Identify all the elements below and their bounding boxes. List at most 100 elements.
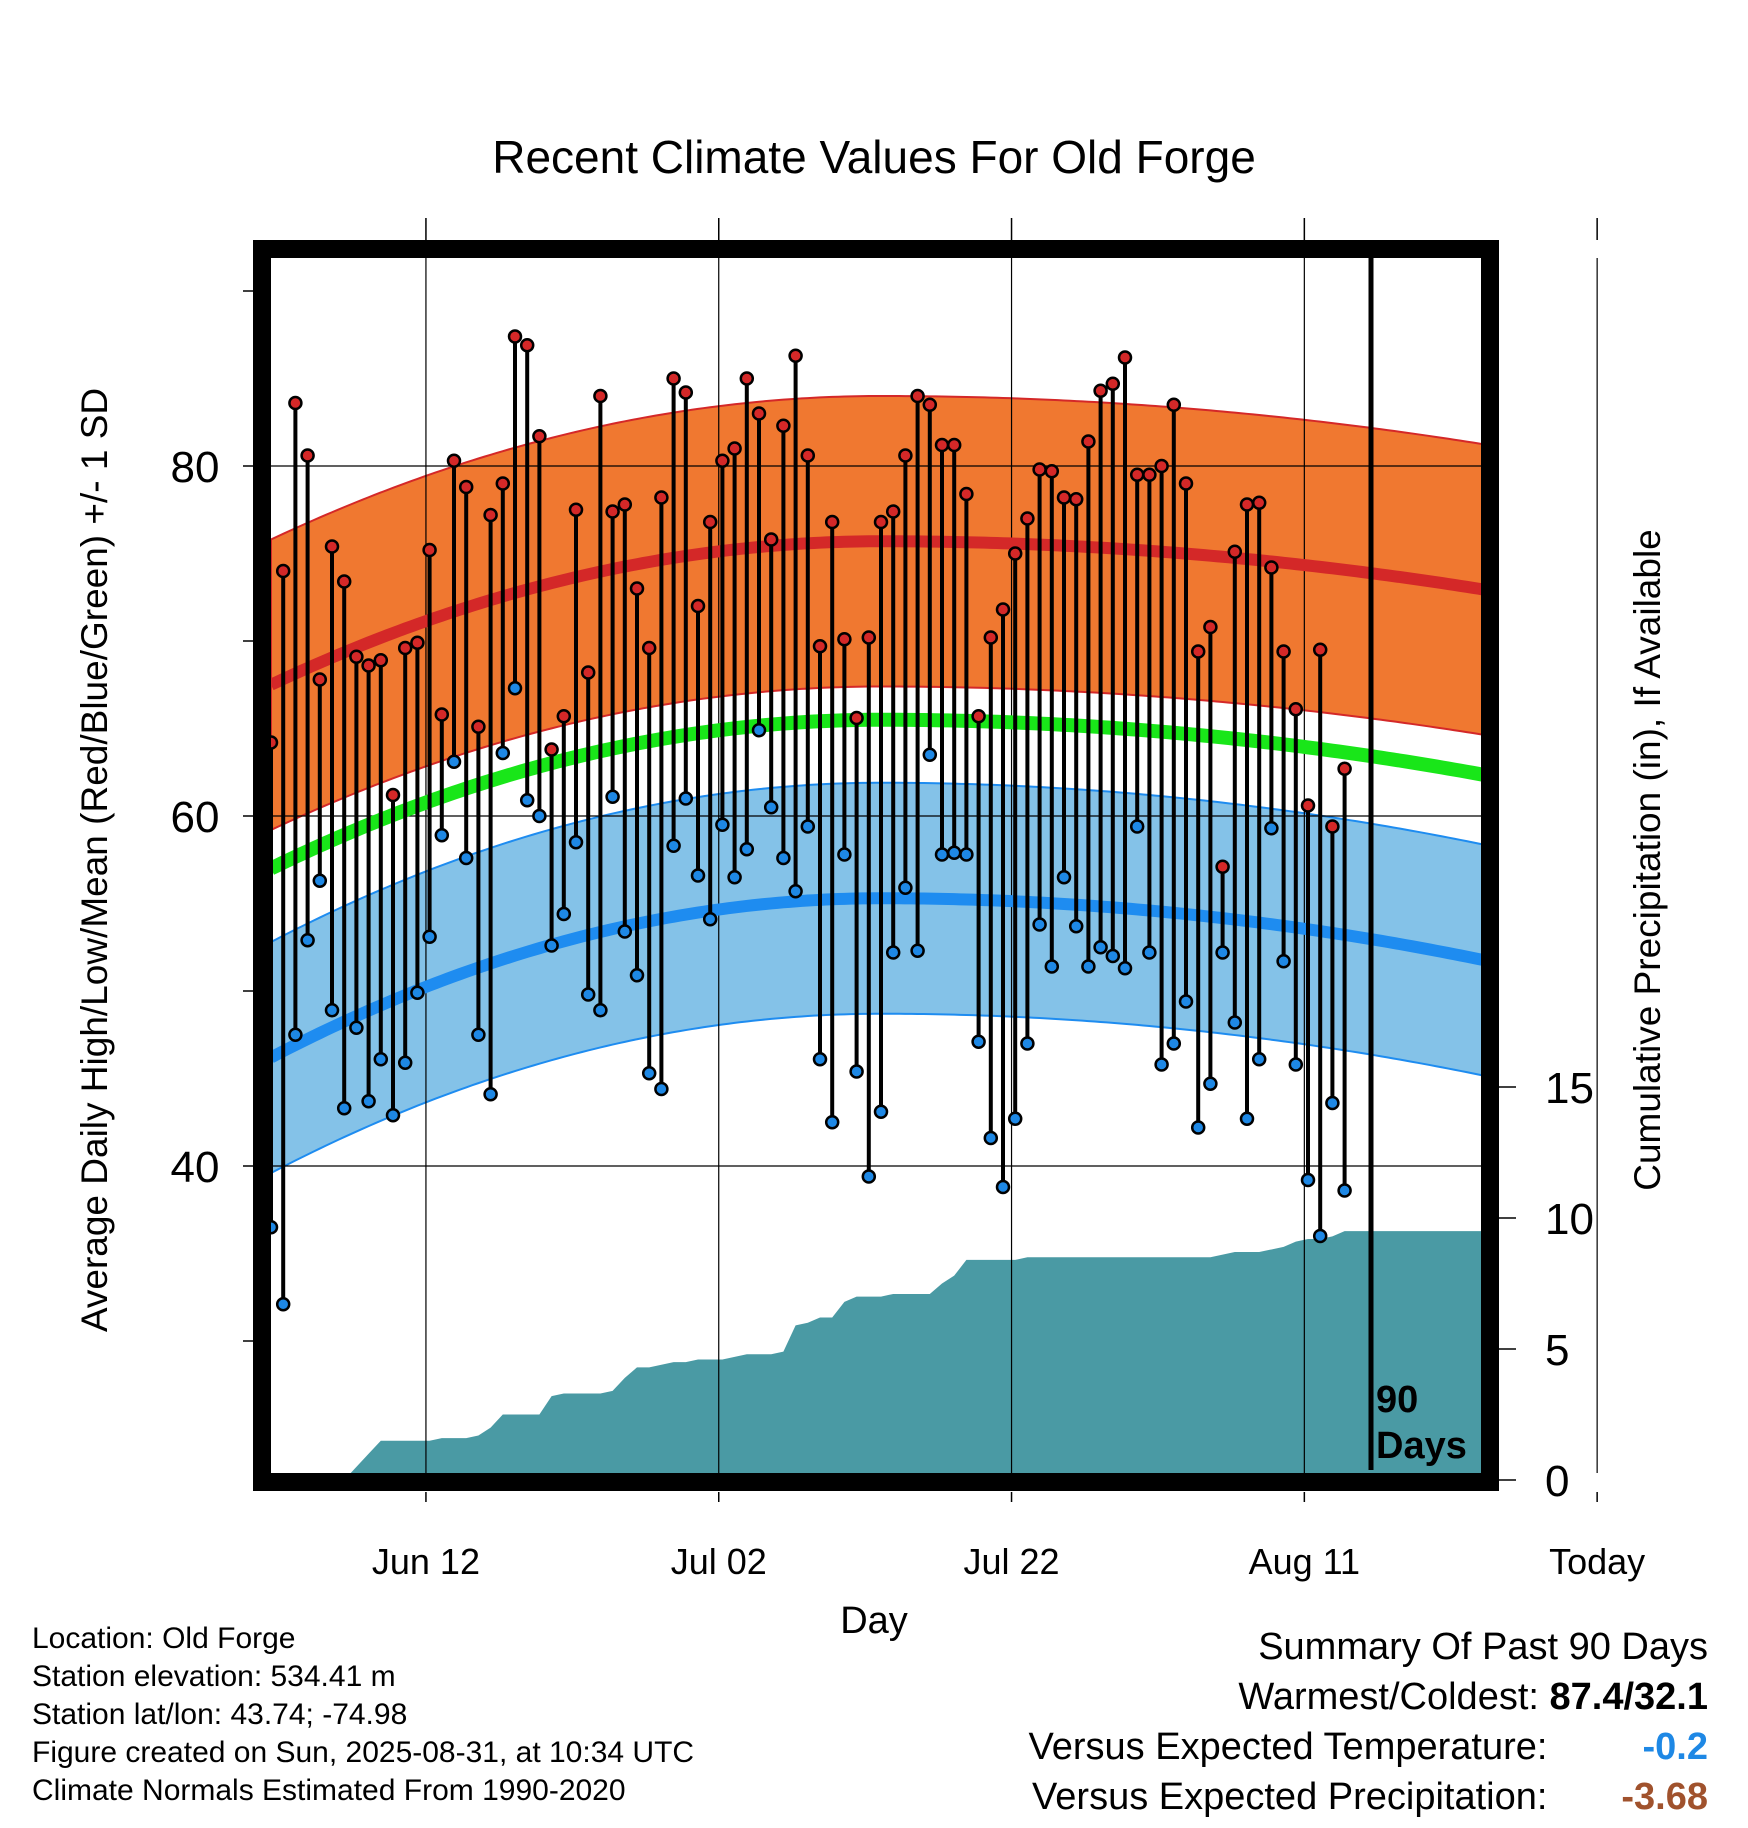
low-temp-point bbox=[678, 791, 694, 806]
high-temp-point bbox=[532, 429, 547, 444]
low-temp-point bbox=[580, 987, 596, 1002]
today-marker-label-1: 90 bbox=[1376, 1379, 1418, 1421]
low-temp-point bbox=[1239, 1111, 1255, 1126]
high-temp-point bbox=[885, 504, 901, 519]
high-temp-point bbox=[934, 437, 950, 453]
low-temp-point bbox=[1227, 1015, 1243, 1030]
high-temp-point bbox=[1312, 642, 1328, 657]
created-text: Figure created on Sun, 2025-08-31, at 10… bbox=[32, 1736, 695, 1769]
high-temp-point bbox=[959, 486, 974, 502]
high-temp-point bbox=[1337, 761, 1352, 776]
high-temp-point bbox=[1276, 644, 1291, 659]
x-tick-label: Today bbox=[1549, 1541, 1645, 1582]
low-temp-point bbox=[1093, 940, 1108, 955]
high-temp-point bbox=[776, 418, 791, 433]
high-temp-point bbox=[654, 490, 669, 505]
x-axis-ticks: Jun 12 Jul 02 Jul 22 Aug 11 Today bbox=[372, 218, 1645, 1582]
low-temp-point bbox=[373, 1052, 389, 1067]
low-temp-point bbox=[410, 985, 425, 1000]
high-temp-point bbox=[1215, 859, 1230, 874]
low-temp-point bbox=[727, 870, 742, 885]
low-temp-point bbox=[885, 945, 901, 960]
x-tick-label: Aug 11 bbox=[1249, 1541, 1360, 1582]
today-marker-label-2: Days bbox=[1376, 1425, 1467, 1467]
low-temp-point bbox=[1032, 917, 1047, 932]
high-temp-point bbox=[1142, 467, 1157, 482]
high-temp-point bbox=[275, 563, 291, 579]
high-temp-point bbox=[1288, 702, 1304, 717]
observations bbox=[263, 329, 1352, 1312]
station-info: Location: Old Forge Station elevation: 5… bbox=[32, 1620, 694, 1810]
temp-anomaly-label: Versus Expected Temperature: bbox=[1028, 1726, 1548, 1768]
high-temp-point bbox=[544, 742, 559, 757]
low-temp-point bbox=[1117, 961, 1133, 976]
low-temp-point bbox=[763, 800, 779, 815]
high-temp-point bbox=[873, 514, 889, 530]
low-temp-point bbox=[910, 943, 925, 958]
high-temp-point bbox=[1068, 492, 1084, 507]
high-temp-point bbox=[1203, 619, 1218, 635]
high-temp-point bbox=[458, 479, 474, 495]
high-temp-point bbox=[922, 397, 938, 412]
low-temp-point bbox=[702, 912, 718, 927]
low-temp-point bbox=[446, 754, 462, 769]
x-tick-label: Jul 22 bbox=[964, 1541, 1060, 1582]
high-temp-point bbox=[483, 507, 498, 523]
precip-anomaly-label: Versus Expected Precipitation: bbox=[1032, 1776, 1548, 1818]
low-temp-point bbox=[995, 1179, 1011, 1195]
temp-anomaly-value: -0.2 bbox=[1642, 1726, 1708, 1768]
high-temp-point bbox=[434, 707, 450, 722]
low-temp-point bbox=[1203, 1076, 1218, 1091]
high-temp-point bbox=[1166, 397, 1182, 412]
low-temp-point bbox=[629, 968, 645, 983]
warmest-coldest-value: 87.4/32.1 bbox=[1549, 1676, 1708, 1718]
high-temp-point bbox=[971, 709, 986, 724]
summary-panel: Summary Of Past 90 Days Warmest/Coldest:… bbox=[1029, 1622, 1708, 1822]
high-temp-point bbox=[336, 574, 352, 589]
low-temp-point bbox=[1215, 945, 1230, 960]
low-temp-point bbox=[495, 745, 511, 761]
low-temp-point bbox=[1044, 959, 1060, 974]
low-temp-point bbox=[361, 1094, 376, 1109]
high-temp-point bbox=[751, 406, 767, 421]
low-temp-point bbox=[1264, 821, 1279, 836]
low-temp-point bbox=[1105, 948, 1121, 964]
y2-tick-label: 15 bbox=[1545, 1064, 1594, 1113]
high-temp-point bbox=[715, 453, 730, 468]
precip-area bbox=[271, 1231, 1481, 1480]
high-temp-point bbox=[763, 532, 779, 547]
high-temp-point bbox=[702, 514, 718, 530]
high-temp-point bbox=[580, 665, 596, 680]
low-temp-point bbox=[800, 819, 816, 834]
low-temp-point bbox=[873, 1104, 889, 1119]
low-temp-point bbox=[434, 828, 450, 843]
high-temp-point bbox=[397, 640, 413, 656]
low-temp-point bbox=[1142, 945, 1157, 960]
high-temp-point bbox=[373, 653, 389, 668]
elevation-text: Station elevation: 534.41 m bbox=[32, 1660, 396, 1693]
high-temp-point bbox=[812, 639, 828, 654]
low-temp-point bbox=[1337, 1183, 1352, 1198]
high-temp-point bbox=[727, 441, 742, 456]
low-temp-point bbox=[666, 838, 681, 853]
summary-title: Summary Of Past 90 Days bbox=[1258, 1626, 1708, 1668]
high-temp-point bbox=[800, 448, 816, 463]
high-temp-point bbox=[1325, 819, 1340, 834]
warmest-coldest-label: Warmest/Coldest: bbox=[1238, 1676, 1539, 1718]
high-temp-point bbox=[1117, 350, 1133, 365]
low-temp-point bbox=[336, 1101, 352, 1116]
high-temp-point bbox=[471, 719, 486, 734]
high-temp-point bbox=[739, 371, 755, 386]
low-temp-point bbox=[690, 868, 706, 883]
high-temp-point bbox=[849, 710, 864, 726]
location-text: Location: Old Forge bbox=[32, 1622, 296, 1655]
low-temp-point bbox=[971, 1034, 986, 1049]
high-temp-point bbox=[1251, 495, 1267, 510]
low-temp-point bbox=[349, 1020, 364, 1035]
low-temp-point bbox=[544, 938, 559, 953]
high-temp-point bbox=[837, 632, 852, 647]
low-temp-point bbox=[593, 1003, 608, 1018]
low-temp-point bbox=[654, 1081, 669, 1097]
y-axis-label: Average Daily High/Low/Mean (Red/Blue/Gr… bbox=[74, 388, 115, 1332]
